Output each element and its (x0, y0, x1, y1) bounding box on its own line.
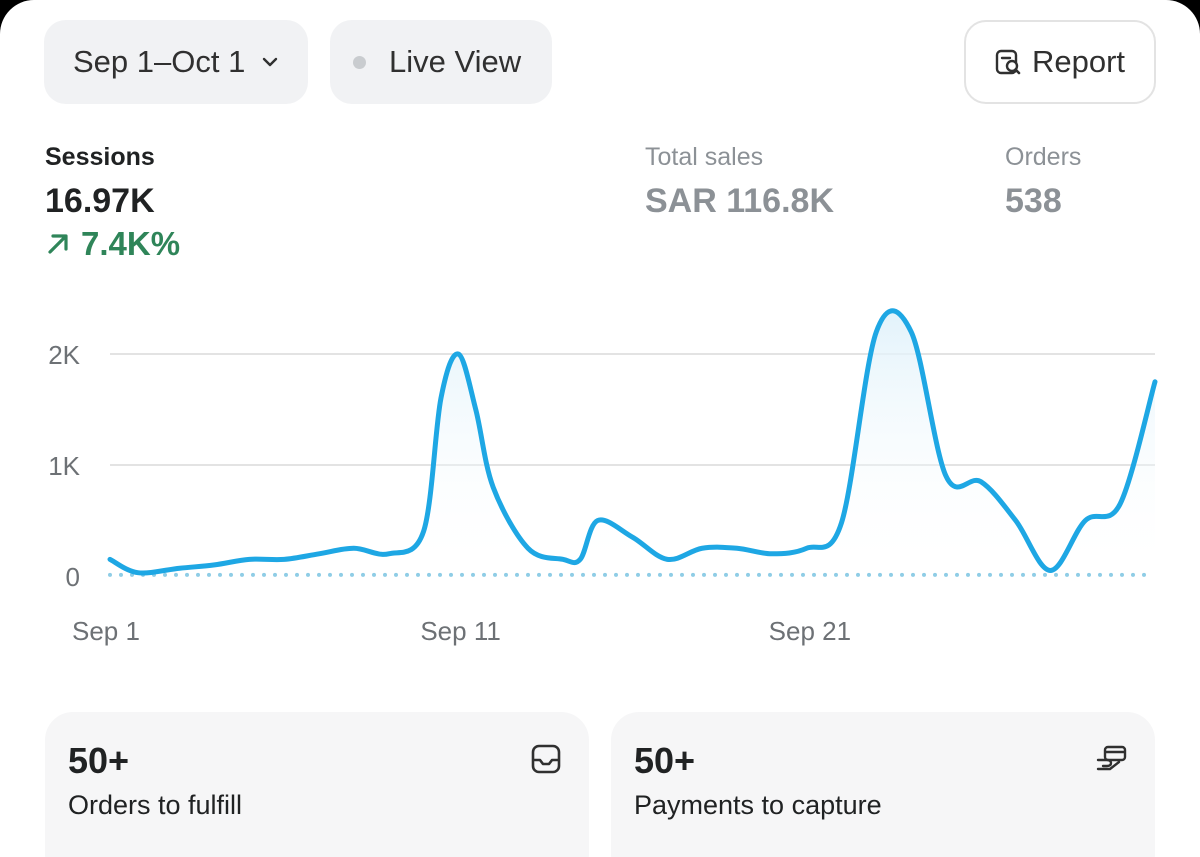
sessions-label: Sessions (45, 143, 155, 171)
sessions-delta: 7.4K% (45, 225, 180, 263)
hand-card-icon (1096, 745, 1127, 771)
orders-label: Orders (1005, 143, 1082, 171)
live-status-dot (353, 55, 366, 69)
x-tick-label: Sep 1 (72, 616, 140, 646)
x-tick-label: Sep 11 (420, 616, 500, 646)
sessions-line (107, 308, 1158, 576)
metric-total-sales[interactable]: Total sales SAR 116.8K (645, 143, 834, 221)
metric-sessions[interactable]: Sessions 16.97K 7.4K% (45, 143, 180, 263)
live-view-label: Live View (389, 44, 522, 79)
date-range-selector[interactable]: Sep 1–Oct 1 (44, 20, 308, 104)
live-view-button[interactable]: Live View (330, 20, 552, 104)
sessions-area (110, 310, 1155, 576)
sessions-chart: 0 1K 2K Sep 1 Sep 11 Sep 21 (48, 308, 1158, 646)
date-range-label: Sep 1–Oct 1 (73, 44, 246, 79)
sessions-delta-value: 7.4K% (81, 225, 181, 262)
orders-to-fulfill-label: Orders to fulfill (68, 790, 243, 820)
x-tick-label: Sep 21 (769, 616, 851, 646)
report-button[interactable]: Report (964, 20, 1156, 104)
chevron-down-icon (259, 51, 281, 73)
metric-orders[interactable]: Orders 538 (1005, 143, 1081, 221)
orders-value: 538 (1005, 182, 1062, 220)
inbox-icon (531, 744, 561, 774)
payments-to-capture-card[interactable]: 50+ Payments to capture (611, 712, 1155, 857)
payments-to-capture-count: 50+ (634, 740, 696, 781)
arrow-up-right-icon (45, 231, 71, 257)
payments-to-capture-label: Payments to capture (634, 790, 882, 820)
y-tick-label: 0 (66, 562, 80, 592)
report-search-icon (993, 47, 1023, 77)
y-tick-label: 1K (48, 451, 80, 481)
sessions-value: 16.97K (45, 182, 155, 220)
y-tick-label: 2K (48, 340, 80, 370)
report-label: Report (1032, 44, 1126, 79)
orders-to-fulfill-count: 50+ (68, 740, 130, 781)
total-sales-value: SAR 116.8K (645, 182, 834, 220)
total-sales-label: Total sales (645, 143, 764, 171)
orders-to-fulfill-card[interactable]: 50+ Orders to fulfill (45, 712, 589, 857)
